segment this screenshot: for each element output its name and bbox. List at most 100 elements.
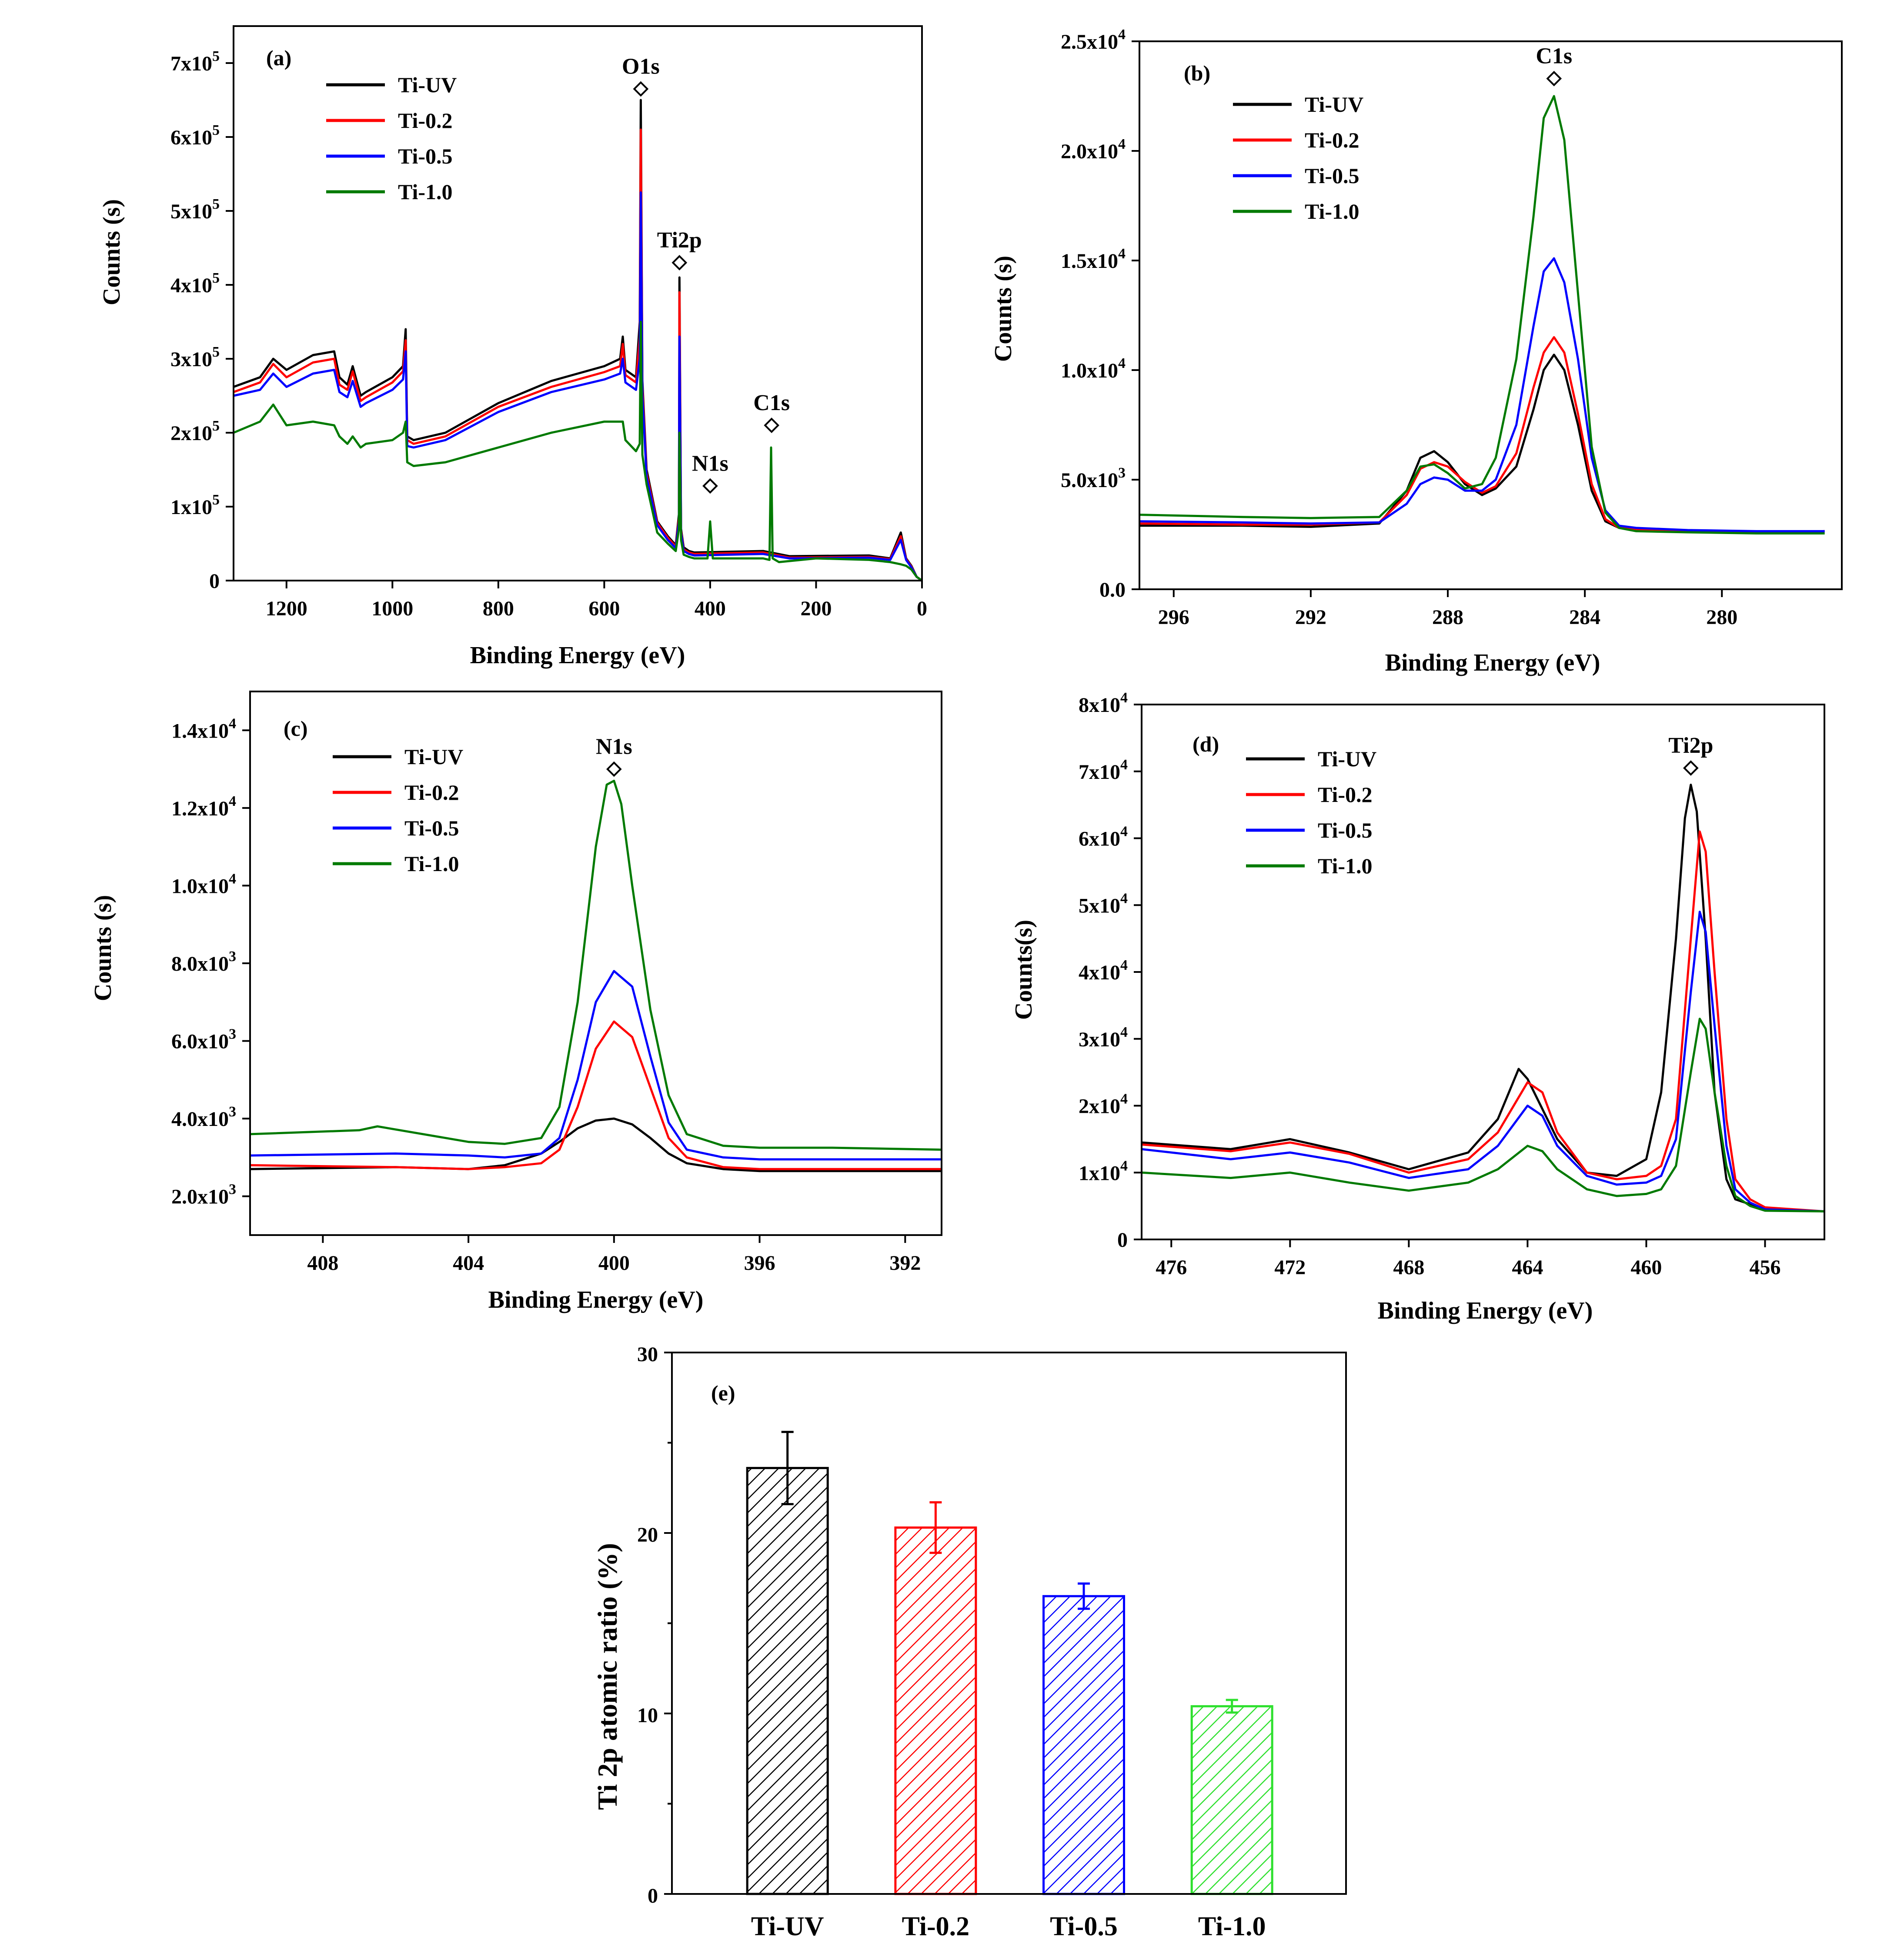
panel-b-y-tick-base: 1.5x10	[1061, 250, 1118, 273]
panel-c-y-tick-exponent: 3	[229, 948, 236, 965]
panel-b-x-tick-label: 284	[1569, 606, 1600, 629]
legend-label-ti-0-5: Ti-0.5	[398, 144, 453, 168]
legend-label-ti-0-2: Ti-0.2	[398, 108, 453, 133]
panel-e: (e) Ti 2p atomic ratio (%)	[592, 1381, 735, 1810]
panel-d-y-tick-base: 0	[1117, 1229, 1128, 1252]
panel-a-x-axis-title: Binding Energy (eV)	[470, 642, 685, 669]
panel-c-y-tick-exponent: 4	[229, 871, 236, 887]
panel-d-x-axis-title: Binding Energy (eV)	[1378, 1297, 1593, 1324]
panel-a-series-ti-0-5	[233, 191, 923, 582]
panel-c-y-tick-base: 2.0x10	[171, 1186, 229, 1209]
legend-label-ti-uv: Ti-UV	[1305, 92, 1363, 117]
panel-c-y-tick-label: 4.0x103	[171, 1104, 236, 1131]
panel-a-peak-label-c1s: C1s	[753, 391, 790, 415]
panel-b-y-tick-exponent: 4	[1118, 27, 1126, 43]
panel-b-x-tick-label: 296	[1158, 606, 1189, 629]
panel-d-peak-marker-ti2p	[1683, 760, 1699, 776]
panel-c-y-tick-exponent: 4	[229, 715, 236, 731]
panel-a-y-tick-exponent: 5	[212, 492, 220, 508]
panel-d-y-tick-exponent: 4	[1120, 757, 1128, 773]
panel-b-series-ti-0-5	[1139, 257, 1825, 532]
panel-b-y-tick-base: 0.0	[1099, 578, 1126, 601]
panel-b-plot: 296 292 288 284 2800.05.0x1031.0x1041.5x1042…	[1061, 27, 1843, 629]
panel-a-y-tick-base: 6x10	[170, 126, 212, 149]
legend-label-ti-0-2: Ti-0.2	[404, 780, 459, 805]
panel-d-x-tick-label: 468	[1393, 1256, 1424, 1279]
legend-label-ti-uv: Ti-UV	[404, 745, 463, 769]
panel-d-y-tick-exponent: 4	[1120, 690, 1128, 706]
panel-d-y-tick-exponent: 4	[1120, 1024, 1128, 1040]
panel-c-y-tick-exponent: 4	[229, 793, 236, 809]
panel-d-y-tick-base: 5x10	[1079, 894, 1120, 917]
panel-d-series-ti-0-2	[1141, 830, 1825, 1212]
panel-c: (c) Binding Energy (eV) Counts (s)	[90, 716, 703, 1313]
panel-a-y-axis-title: Counts (s)	[98, 199, 125, 305]
panel-b-y-tick-label: 2.0x104	[1061, 136, 1126, 163]
panel-a-y-tick-exponent: 5	[212, 122, 220, 138]
panel-d-peak-label-ti2p: Ti2p	[1668, 733, 1713, 758]
panel-a-y-tick-base: 3x10	[170, 348, 212, 371]
panel-d-plot: 476 472 468 464 460 45601x1042x1043x1044x1045…	[1079, 690, 1825, 1279]
bar-ti-1-0	[1190, 1705, 1273, 1895]
panel-a: (a) Binding Energy (eV) Counts (s)	[98, 46, 685, 669]
panel-a-y-tick-label: 2x105	[170, 418, 220, 445]
panel-c-y-tick-label: 8.0x103	[171, 948, 236, 975]
panel-d-label: (d)	[1193, 732, 1219, 756]
panel-a-y-tick-exponent: 5	[212, 48, 220, 64]
panel-a-y-tick-exponent: 5	[212, 418, 220, 434]
panel-a-legend: Ti-UV Ti-0.2 Ti-0.5 Ti-1.0	[326, 73, 457, 204]
panel-e-y-tick-label: 0	[648, 1884, 658, 1907]
panel-b: (b) Binding Energy (eV) Counts (s)	[990, 61, 1600, 676]
panel-c-x-tick-label: 408	[307, 1252, 338, 1275]
panel-c-x-axis-title: Binding Energy (eV)	[488, 1286, 704, 1313]
panel-a-series-ti-1-0	[233, 321, 923, 582]
panel-c-label: (c)	[284, 716, 308, 741]
panel-b-y-tick-label: 0.0	[1099, 578, 1126, 601]
panel-c-peak-label-n1s: N1s	[596, 735, 632, 759]
panel-b-y-axis-title: Counts (s)	[990, 256, 1017, 362]
panel-b-legend: Ti-UV Ti-0.2 Ti-0.5 Ti-1.0	[1233, 92, 1363, 224]
panel-d-plot-frame	[1141, 704, 1825, 1240]
panel-a-peak-label-o1s: O1s	[622, 54, 660, 79]
panel-b-y-tick-base: 1.0x10	[1061, 359, 1118, 382]
panel-d-x-tick-label: 464	[1512, 1256, 1543, 1279]
panel-d-y-tick-label: 1x104	[1079, 1158, 1128, 1185]
panel-c-series-ti-1-0	[250, 779, 942, 1151]
panel-e-plot: Ti-UV Ti-0.2 Ti-0.5 Ti-1.0 0 10 20 30	[637, 1343, 1347, 1941]
panel-a-peak-marker-n1s	[702, 478, 718, 494]
panel-c-y-tick-label: 1.2x104	[171, 793, 236, 820]
panel-c-y-tick-base: 8.0x10	[171, 952, 229, 975]
panel-d-y-tick-exponent: 4	[1120, 1091, 1128, 1107]
legend-label-ti-0-5: Ti-0.5	[1305, 164, 1360, 188]
panel-a-series-ti-0-2	[233, 128, 923, 582]
panel-a-y-tick-label: 6x105	[170, 122, 220, 149]
panel-a-y-tick-base: 4x10	[170, 274, 212, 297]
panel-c-series-ti-0-5	[250, 970, 942, 1161]
panel-e-y-tick-label: 30	[637, 1343, 658, 1366]
panel-b-series-ti-1-0	[1139, 95, 1825, 534]
panel-a-y-tick-label: 7x105	[170, 48, 220, 75]
panel-d-y-tick-base: 3x10	[1079, 1028, 1120, 1051]
panel-a-y-tick-base: 1x10	[170, 496, 212, 519]
panel-d-series-ti-1-0	[1141, 1018, 1825, 1212]
panel-d-y-tick-base: 8x10	[1079, 694, 1120, 717]
panel-a-series-ti-uv	[233, 99, 923, 582]
panel-e-y-axis-title: Ti 2p atomic ratio (%)	[592, 1543, 623, 1810]
bar-ti-0-5	[1042, 1595, 1126, 1895]
panel-d-y-tick-exponent: 4	[1120, 890, 1128, 906]
panel-a-peak-marker-c1s	[764, 417, 780, 433]
panel-a-y-tick-base: 0	[209, 570, 220, 593]
panel-d-y-tick-exponent: 4	[1120, 1158, 1128, 1174]
panel-c-x-tick-label: 392	[889, 1252, 921, 1275]
legend-label-ti-1-0: Ti-1.0	[1318, 854, 1373, 878]
category-label-ti-1-0: Ti-1.0	[1198, 1912, 1266, 1941]
panel-a-y-tick-label: 5x105	[170, 196, 220, 223]
panel-c-y-tick-label: 6.0x103	[171, 1026, 236, 1053]
panel-b-y-tick-base: 2.5x10	[1061, 30, 1118, 53]
panel-d-series-ti-0-5	[1141, 911, 1825, 1212]
panel-a-peak-marker-o1s	[633, 81, 649, 97]
legend-label-ti-uv: Ti-UV	[398, 73, 457, 97]
panel-a-y-tick-base: 2x10	[170, 422, 212, 445]
panel-b-series-ti-0-2	[1139, 336, 1825, 534]
